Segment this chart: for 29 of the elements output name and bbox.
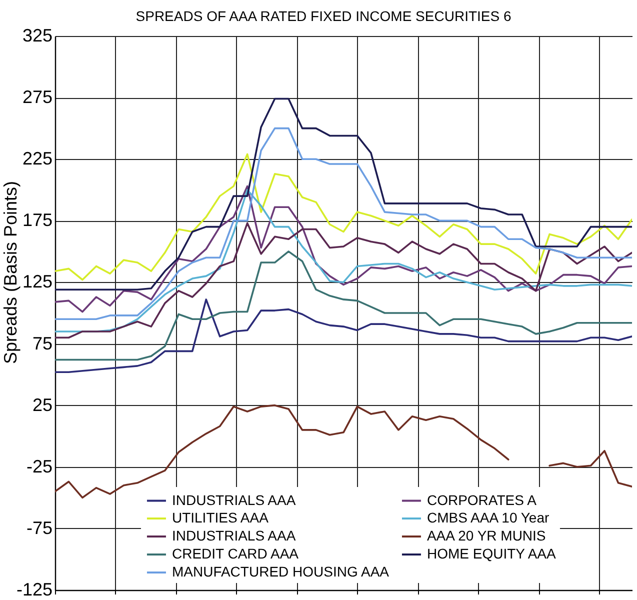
legend-label: CREDIT CARD AAA bbox=[172, 546, 300, 562]
line-series bbox=[55, 188, 632, 332]
y-tick-label: 325 bbox=[22, 26, 52, 46]
y-axis-title: Spreads (Basis Points) bbox=[0, 180, 20, 364]
line-series bbox=[55, 250, 632, 361]
y-tick-label: 275 bbox=[22, 87, 52, 108]
line-series bbox=[55, 127, 632, 320]
legend-label: INDUSTRIALS AAA bbox=[172, 528, 296, 544]
legend-label: AAA 20 YR MUNIS bbox=[426, 528, 546, 544]
y-tick-label: 225 bbox=[22, 148, 52, 169]
legend-label: UTILITIES AAA bbox=[172, 510, 270, 526]
y-tick-label: -25 bbox=[26, 456, 52, 476]
line-series bbox=[55, 298, 632, 373]
y-tick-label: 125 bbox=[22, 272, 52, 292]
line-series bbox=[55, 222, 632, 339]
y-tick-label: 25 bbox=[32, 394, 52, 415]
legend-label: MANUFACTURED HOUSING AAA bbox=[172, 564, 390, 580]
y-tick-label: -75 bbox=[26, 518, 52, 538]
legend-label: CORPORATES A bbox=[426, 492, 538, 508]
y-tick-label: 175 bbox=[22, 210, 52, 230]
y-tick-label: -125 bbox=[16, 580, 52, 600]
legend-label: INDUSTRIALS AAA bbox=[172, 492, 296, 508]
chart-title: SPREADS OF AAA RATED FIXED INCOME SECURITIES 6 bbox=[136, 8, 512, 24]
legend-label: HOME EQUITY AAA bbox=[426, 546, 557, 562]
y-tick-label: 75 bbox=[32, 333, 52, 354]
line-series bbox=[55, 185, 632, 313]
legend-label: CMBS AAA 10 Year bbox=[426, 510, 550, 526]
line-series bbox=[55, 98, 632, 291]
line-series bbox=[55, 153, 632, 281]
